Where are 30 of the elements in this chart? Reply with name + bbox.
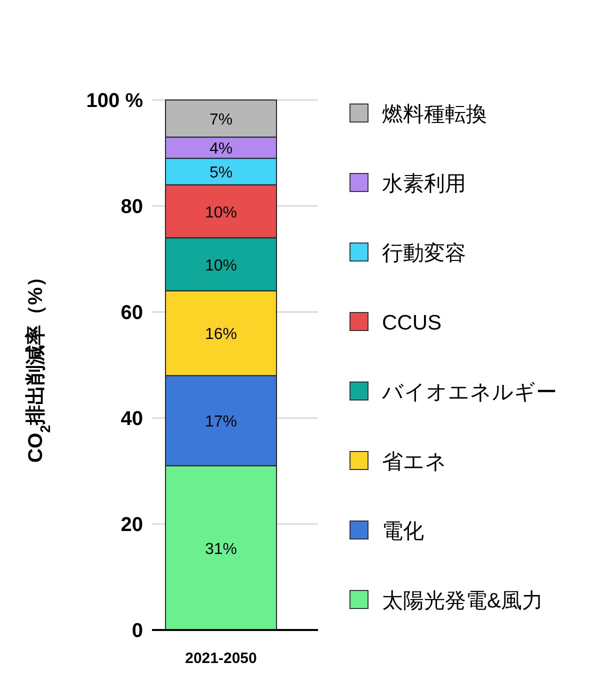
legend-entry: 省エネ — [350, 450, 447, 474]
data-label: 4% — [209, 140, 233, 158]
y-tick-label: 80 — [120, 196, 143, 218]
legend-label: バイオエネルギー — [381, 381, 557, 404]
data-label: 5% — [209, 164, 233, 182]
legend-entry: 水素利用 — [350, 172, 466, 196]
legend-entry: 行動変容 — [350, 242, 466, 265]
y-tick-label: 60 — [120, 302, 143, 324]
legend-entry: 燃料種転換 — [350, 103, 487, 126]
y-tick-label: 0 — [132, 620, 143, 642]
data-label: 10% — [204, 204, 238, 222]
data-label: 31% — [204, 540, 238, 558]
data-label: 10% — [204, 257, 238, 274]
y-tick-label: 40 — [120, 408, 143, 430]
legend-entry: 太陽光発電&風力 — [350, 590, 544, 612]
x-tick-label: 2021-2050 — [185, 650, 257, 667]
data-label: 17% — [204, 414, 238, 431]
legend-entry: CCUS — [350, 312, 442, 334]
y-tick-label: 20 — [120, 514, 143, 536]
legend-label: 水素利用 — [382, 172, 466, 196]
legend-entry: バイオエネルギー — [350, 381, 557, 404]
data-label: 16% — [204, 326, 238, 344]
legend-label: 燃料種転換 — [382, 103, 487, 126]
legend-label: 電化 — [382, 520, 424, 543]
legend-entry: 電化 — [350, 520, 424, 543]
y-tick-label: 100 % — [86, 90, 144, 112]
legend-label: 省エネ — [382, 450, 447, 474]
legend-label: 行動変容 — [382, 242, 466, 265]
data-label: 7% — [209, 112, 233, 129]
legend-label: CCUS — [382, 312, 442, 334]
